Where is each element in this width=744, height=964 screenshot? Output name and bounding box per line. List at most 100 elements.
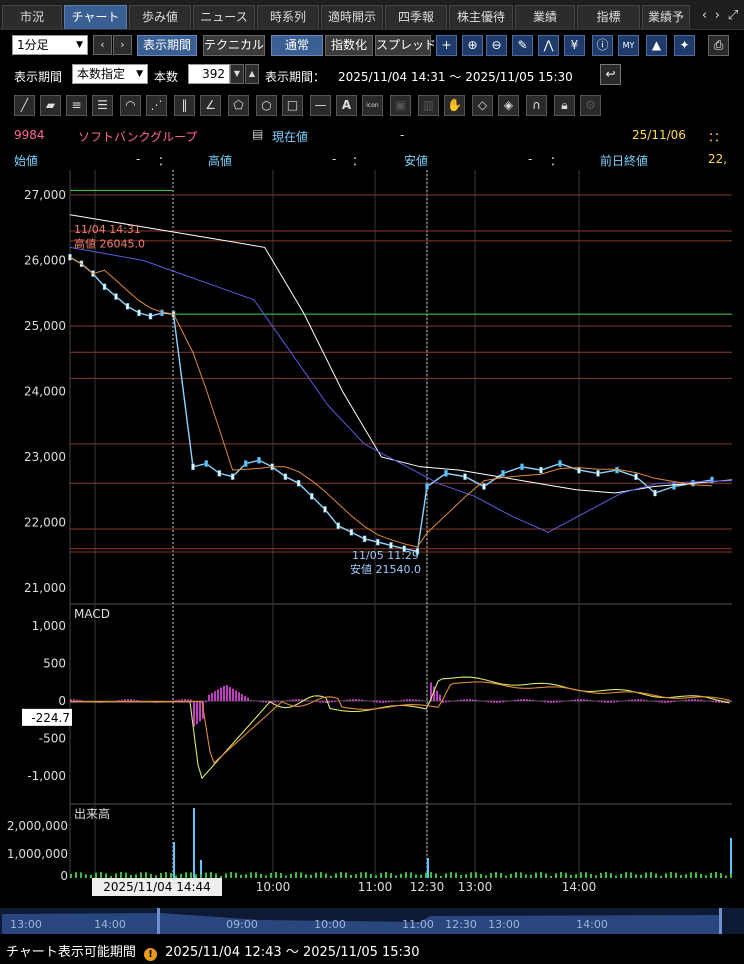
chart-toolbar: 1分足 ▼ ‹ › 表示期間 テクニカル 通常 指数化 スプレッド + ⊕ ⊖ … <box>0 32 744 60</box>
macd-histogram-bar <box>364 700 366 701</box>
volume-bar <box>215 873 217 878</box>
interval-select[interactable]: 1分足 ▼ <box>12 35 88 55</box>
prev-button[interactable]: ‹ <box>93 35 112 55</box>
document-icon[interactable]: ▤ <box>252 127 264 141</box>
period-button[interactable]: 表示期間 <box>137 35 197 56</box>
macd-histogram-bar <box>643 699 645 701</box>
horizontal-lines-icon[interactable]: ≡ <box>66 95 87 116</box>
macd-histogram-bar <box>325 701 327 703</box>
period-mode-select[interactable]: 本数指定 ▼ <box>72 64 148 84</box>
volume-bar <box>445 873 447 878</box>
volume-bar <box>460 874 462 878</box>
lock-icon[interactable]: 🔒︎ <box>554 95 575 116</box>
macd-histogram-bar <box>559 701 561 703</box>
volume-bar <box>105 873 107 878</box>
info-icon[interactable]: ⓘ <box>592 35 613 56</box>
trendline-icon[interactable]: ╱ <box>14 95 35 116</box>
tab-indicators[interactable]: 指標 <box>577 5 640 29</box>
next-button[interactable]: › <box>113 35 132 55</box>
chevron-left-icon[interactable]: ‹ <box>701 8 708 23</box>
pentagon-icon[interactable]: ⬠ <box>228 95 249 116</box>
tab-timeseries[interactable]: 時系列 <box>257 5 319 29</box>
volume-bar <box>220 875 222 878</box>
wrench-icon[interactable]: ✦ <box>674 35 695 56</box>
magnet-icon[interactable]: ∩ <box>526 95 547 116</box>
volume-bar <box>330 875 332 878</box>
print-icon[interactable]: ⎙ <box>708 35 729 56</box>
vertical-lines-icon[interactable]: ‖ <box>174 95 195 116</box>
tab-disclosure[interactable]: 適時開示 <box>321 5 383 29</box>
volume-bar <box>660 875 662 878</box>
tab-market[interactable]: 市況 <box>2 5 62 29</box>
macd-histogram-bar <box>655 701 657 702</box>
tab-ticks[interactable]: 歩み値 <box>129 5 191 29</box>
candle <box>463 473 467 480</box>
mode-normal-button[interactable]: 通常 <box>271 35 323 56</box>
macd-histogram-bar <box>193 701 195 727</box>
tab-benefits[interactable]: 株主優待 <box>449 5 513 29</box>
volume-bar <box>160 872 162 878</box>
macd-histogram-bar <box>250 700 252 701</box>
rectangle-icon[interactable]: □ <box>282 95 303 116</box>
candle <box>653 489 657 497</box>
warning-icon: ! <box>144 948 158 961</box>
eraser-icon[interactable]: ◇ <box>472 95 493 116</box>
price-chart[interactable]: 27,000 26,000 25,000 24,000 23,000 22,000 21,0… <box>0 170 744 936</box>
crosshair-icon[interactable]: + <box>436 35 457 56</box>
expand-icon[interactable]: ⤢ <box>727 8 739 23</box>
fan-icon[interactable]: ⋰ <box>146 95 167 116</box>
tab-results[interactable]: 業績 <box>515 5 575 29</box>
candle <box>501 470 505 477</box>
count-up-icon[interactable]: ▲ <box>245 64 259 84</box>
ruler-icon[interactable]: ▰ <box>40 95 61 116</box>
my-indicator-icon[interactable]: MY <box>618 35 639 56</box>
volume-bar <box>690 872 692 878</box>
volume-bar <box>465 874 467 878</box>
macd-histogram-bar <box>661 701 663 703</box>
volume-bar <box>565 872 567 878</box>
macd-axis-label: -1,000 <box>27 769 66 783</box>
volume-bar <box>400 873 402 878</box>
reset-icon[interactable]: ↩ <box>600 64 621 85</box>
macd-histogram-bar <box>490 701 492 703</box>
macd-histogram-bar <box>553 701 555 703</box>
macd-histogram-bar <box>478 700 480 701</box>
text-tool-icon[interactable]: A <box>336 95 357 116</box>
volume-bar <box>510 873 512 878</box>
hline-icon[interactable]: — <box>310 95 331 116</box>
gann-fan-icon[interactable]: ∠ <box>200 95 221 116</box>
yen-icon[interactable]: ¥ <box>564 35 585 56</box>
mode-spread-button[interactable]: スプレッド <box>375 35 436 56</box>
volume-bar <box>310 874 312 878</box>
count-input[interactable]: 392 <box>188 64 230 84</box>
macd-histogram-bar <box>79 699 81 701</box>
period-mode-value: 本数指定 <box>77 67 126 81</box>
volume-bar <box>705 875 707 878</box>
channel-icon[interactable]: ☰ <box>92 95 113 116</box>
zoom-out-icon[interactable]: ⊖ <box>486 35 507 56</box>
eraser-all-icon[interactable]: ◈ <box>498 95 519 116</box>
fibonacci-arc-icon[interactable]: ◠ <box>120 95 141 116</box>
chevron-right-icon[interactable]: › <box>714 8 720 23</box>
tab-forecast[interactable]: 業績予 <box>642 5 690 29</box>
technical-button[interactable]: テクニカル <box>203 35 265 56</box>
mountain-chart-icon[interactable]: ▲ <box>646 35 667 56</box>
tab-shikiho[interactable]: 四季報 <box>385 5 447 29</box>
volume-bar <box>530 874 532 878</box>
volume-bar <box>610 873 612 878</box>
quote-time: ：： <box>708 130 727 144</box>
pencil-icon[interactable]: ✎ <box>512 35 533 56</box>
volume-bar <box>340 872 342 878</box>
candle <box>558 460 562 467</box>
count-down-icon[interactable]: ▼ <box>230 64 244 84</box>
mode-index-button[interactable]: 指数化 <box>325 35 373 56</box>
zoom-in-icon[interactable]: ⊕ <box>462 35 483 56</box>
candle <box>257 457 261 464</box>
macd-histogram-bar <box>223 685 225 701</box>
volume-bar <box>455 872 457 878</box>
tab-chart[interactable]: チャート <box>64 5 127 29</box>
circle-icon[interactable]: ○ <box>256 95 277 116</box>
tab-news[interactable]: ニュース <box>193 5 255 29</box>
stamp-icon[interactable]: icon <box>362 95 383 116</box>
signal-icon[interactable]: ⋀ <box>538 35 559 56</box>
